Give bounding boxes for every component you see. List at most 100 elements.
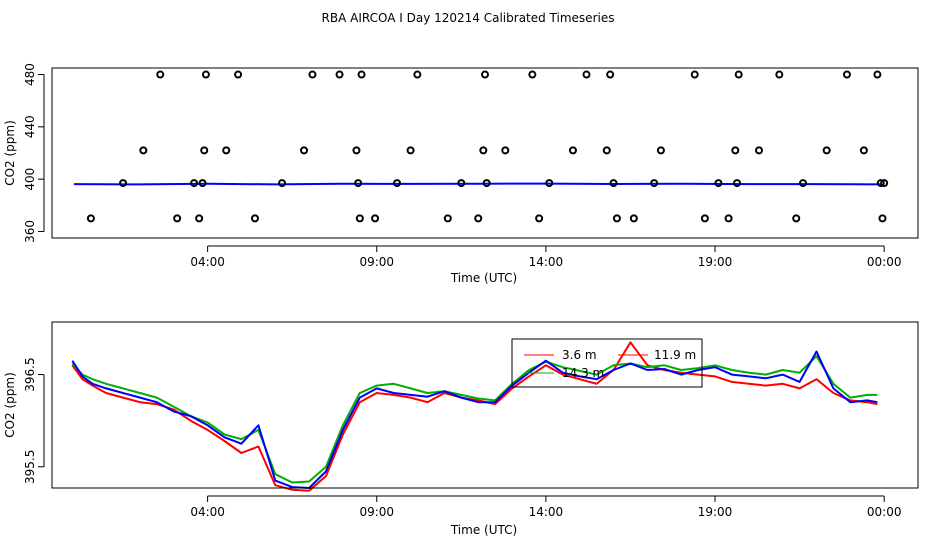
top-panel: 04:00 09:00 14:00 19:00 00:00 360 400 440 480 Ti… [3, 63, 919, 285]
top-data-point [195, 214, 204, 223]
top-data-point [582, 70, 591, 79]
top-data-point [629, 214, 638, 223]
top-data-point [300, 146, 309, 155]
legend-label-red: 3.6 m [562, 348, 597, 362]
top-data-point [190, 179, 199, 188]
top-data-point [393, 179, 402, 188]
top-data-point [733, 179, 742, 188]
top-data-point [156, 70, 165, 79]
top-data-point [479, 146, 488, 155]
bottom-axes: 04:00 09:00 14:00 19:00 00:00 395.5 396.5 [23, 357, 901, 519]
top-data-point [335, 70, 344, 79]
legend-label-blue: 14.3 m [562, 366, 604, 380]
top-data-point [173, 214, 182, 223]
top-data-point [308, 70, 317, 79]
top-data-point [792, 214, 801, 223]
top-data-point [822, 146, 831, 155]
top-data-point [755, 146, 764, 155]
legend-box [511, 338, 703, 388]
bottom-x-tick-label: 14:00 [529, 505, 564, 519]
top-data-point [700, 214, 709, 223]
bottom-x-tick-label: 04:00 [190, 505, 225, 519]
top-data-point [201, 70, 210, 79]
bottom-plot-area [71, 341, 878, 492]
bottom-x-tick-label: 00:00 [867, 505, 902, 519]
top-series-blue [73, 182, 881, 186]
top-data-point [457, 179, 466, 188]
top-plot-area [73, 70, 889, 223]
bottom-x-tick-label: 19:00 [698, 505, 733, 519]
top-data-point [873, 70, 882, 79]
bottom-y-tick-label: 395.5 [23, 450, 37, 484]
top-data-point [250, 214, 259, 223]
legend-label-green: 11.9 m [654, 348, 696, 362]
top-data-point [222, 146, 231, 155]
top-data-point [234, 70, 243, 79]
top-plot-frame [51, 67, 919, 239]
top-data-point [878, 214, 887, 223]
top-y-tick-label: 480 [23, 63, 37, 86]
top-y-axis-label: CO2 (ppm) [3, 120, 17, 186]
top-data-point [609, 179, 618, 188]
top-data-point [501, 146, 510, 155]
top-data-point [650, 179, 659, 188]
top-data-point [355, 214, 364, 223]
top-data-point [690, 70, 699, 79]
top-data-point [545, 179, 554, 188]
top-data-point [656, 146, 665, 155]
top-data-point [86, 214, 95, 223]
top-data-point [354, 179, 363, 188]
top-data-point [859, 146, 868, 155]
legend: 3.6 m 11.9 m 14.3 m [511, 338, 703, 388]
top-data-point [724, 214, 733, 223]
top-data-point [602, 146, 611, 155]
top-data-point [357, 70, 366, 79]
top-y-tick-label: 400 [23, 168, 37, 191]
top-data-point [482, 179, 491, 188]
top-data-point [880, 179, 889, 188]
bottom-y-axis-label: CO2 (ppm) [3, 372, 17, 438]
top-data-point [413, 70, 422, 79]
top-x-tick-label: 04:00 [190, 255, 225, 269]
top-data-point [775, 70, 784, 79]
top-data-point [568, 146, 577, 155]
bottom-series-14-3-m [71, 350, 878, 489]
bottom-series-11-9-m [71, 355, 878, 484]
top-data-point [798, 179, 807, 188]
top-data-point [198, 179, 207, 188]
bottom-y-tick-label: 396.5 [23, 357, 37, 391]
top-data-point [200, 146, 209, 155]
top-axes: 04:00 09:00 14:00 19:00 00:00 360 400 440 480 [23, 63, 901, 269]
chart-title: RBA AIRCOA I Day 120214 Calibrated Times… [322, 11, 615, 25]
top-x-tick-label: 09:00 [359, 255, 394, 269]
top-x-tick-label: 19:00 [698, 255, 733, 269]
top-data-point [443, 214, 452, 223]
top-x-tick-label: 14:00 [529, 255, 564, 269]
top-data-point [876, 179, 885, 188]
top-data-point [535, 214, 544, 223]
top-data-point [474, 214, 483, 223]
top-data-point [714, 179, 723, 188]
top-data-point [612, 214, 621, 223]
top-x-axis-label: Time (UTC) [450, 271, 517, 285]
top-x-tick-label: 00:00 [867, 255, 902, 269]
top-y-tick-label: 440 [23, 115, 37, 138]
top-data-point [406, 146, 415, 155]
bottom-panel: 04:00 09:00 14:00 19:00 00:00 395.5 396.5 Time… [3, 321, 919, 537]
top-data-point [278, 179, 287, 188]
top-data-point [481, 70, 489, 79]
top-data-point [352, 146, 361, 155]
top-data-point [606, 70, 615, 79]
bottom-plot-frame [51, 321, 919, 489]
top-data-point [371, 214, 380, 223]
top-data-point [842, 70, 851, 79]
top-data-point [734, 70, 743, 79]
bottom-x-axis-label: Time (UTC) [450, 523, 517, 537]
top-data-point [731, 146, 740, 155]
bottom-x-tick-label: 09:00 [359, 505, 394, 519]
top-data-point [139, 146, 148, 155]
top-data-point [119, 179, 128, 188]
top-data-point [528, 70, 537, 79]
top-y-tick-label: 360 [23, 220, 37, 243]
